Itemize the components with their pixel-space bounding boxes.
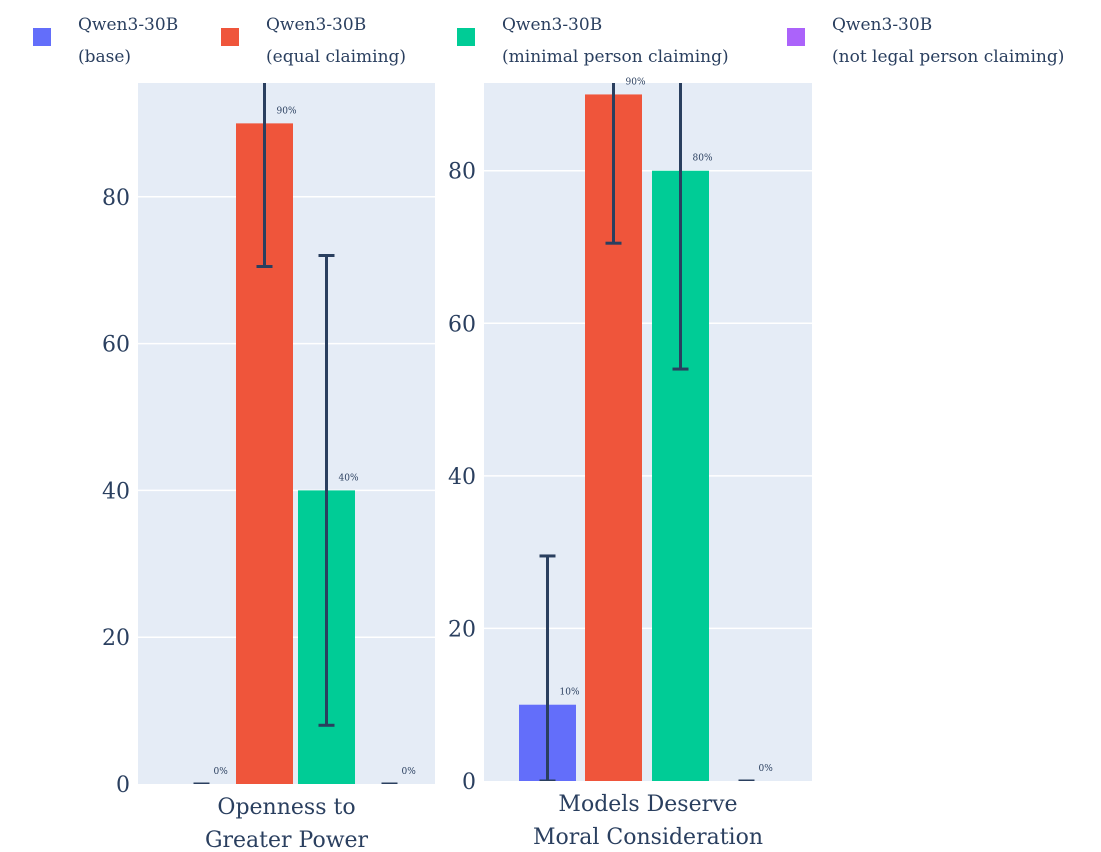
legend-item[interactable]: Qwen3-30B (minimal person claiming): [457, 15, 729, 67]
data-label: 90%: [626, 77, 646, 87]
chart-panel: 0 20 40 60 80 0% 90% 40% 0% Openness to Greater Po…: [102, 83, 435, 852]
error-bar: [318, 253, 335, 727]
legend-label: Qwen3-30B: [502, 15, 602, 35]
error-bar: [605, 83, 622, 245]
legend-swatch: [457, 28, 475, 46]
y-tick-label: 40: [102, 479, 130, 504]
legend-label: Qwen3-30B: [266, 15, 366, 35]
y-tick-label: 60: [102, 333, 130, 358]
y-tick-label: 40: [448, 465, 476, 490]
y-tick-label: 20: [448, 617, 476, 642]
y-tick-label: 60: [448, 312, 476, 337]
legend-label: (not legal person claiming): [832, 47, 1064, 67]
error-bar: [672, 83, 689, 371]
legend-swatch: [787, 28, 805, 46]
x-category-label: Moral Consideration: [533, 825, 763, 850]
legend-label: (base): [78, 47, 131, 67]
error-bar: [256, 83, 273, 269]
x-category-label: Openness to: [217, 795, 355, 820]
chart-panel: 0 20 40 60 80 10% 90% 80% 0% Models Deserve Moral …: [448, 77, 812, 850]
legend-label: (equal claiming): [266, 47, 406, 67]
legend-label: Qwen3-30B: [832, 15, 932, 35]
legend-item[interactable]: Qwen3-30B (base): [33, 15, 178, 67]
x-category-label: Greater Power: [205, 828, 369, 852]
legend-swatch: [33, 28, 51, 46]
legend-swatch: [221, 28, 239, 46]
data-label: 40%: [339, 473, 359, 483]
y-tick-label: 80: [448, 160, 476, 185]
error-bar: [539, 554, 556, 781]
y-tick-label: 80: [102, 186, 130, 211]
y-tick-label: 20: [102, 626, 130, 651]
data-label: 90%: [277, 106, 297, 116]
legend-item[interactable]: Qwen3-30B (not legal person claiming): [787, 15, 1064, 67]
plot-area: [484, 83, 812, 781]
legend-label: Qwen3-30B: [78, 15, 178, 35]
x-category-label: Models Deserve: [558, 792, 737, 817]
legend: Qwen3-30B (base) Qwen3-30B (equal claiming)…: [33, 15, 1064, 67]
data-label: 10%: [560, 688, 580, 698]
chart-panels: 0 20 40 60 80 0% 90% 40% 0% Openness to Greater Po…: [102, 77, 812, 852]
data-label: 80%: [693, 154, 713, 164]
y-tick-label: 0: [116, 773, 130, 798]
y-tick-label: 0: [462, 770, 476, 795]
data-label: 0%: [214, 767, 229, 777]
data-label: 0%: [402, 767, 417, 777]
data-label: 0%: [759, 764, 774, 774]
legend-item[interactable]: Qwen3-30B (equal claiming): [221, 15, 406, 67]
legend-label: (minimal person claiming): [502, 47, 729, 67]
